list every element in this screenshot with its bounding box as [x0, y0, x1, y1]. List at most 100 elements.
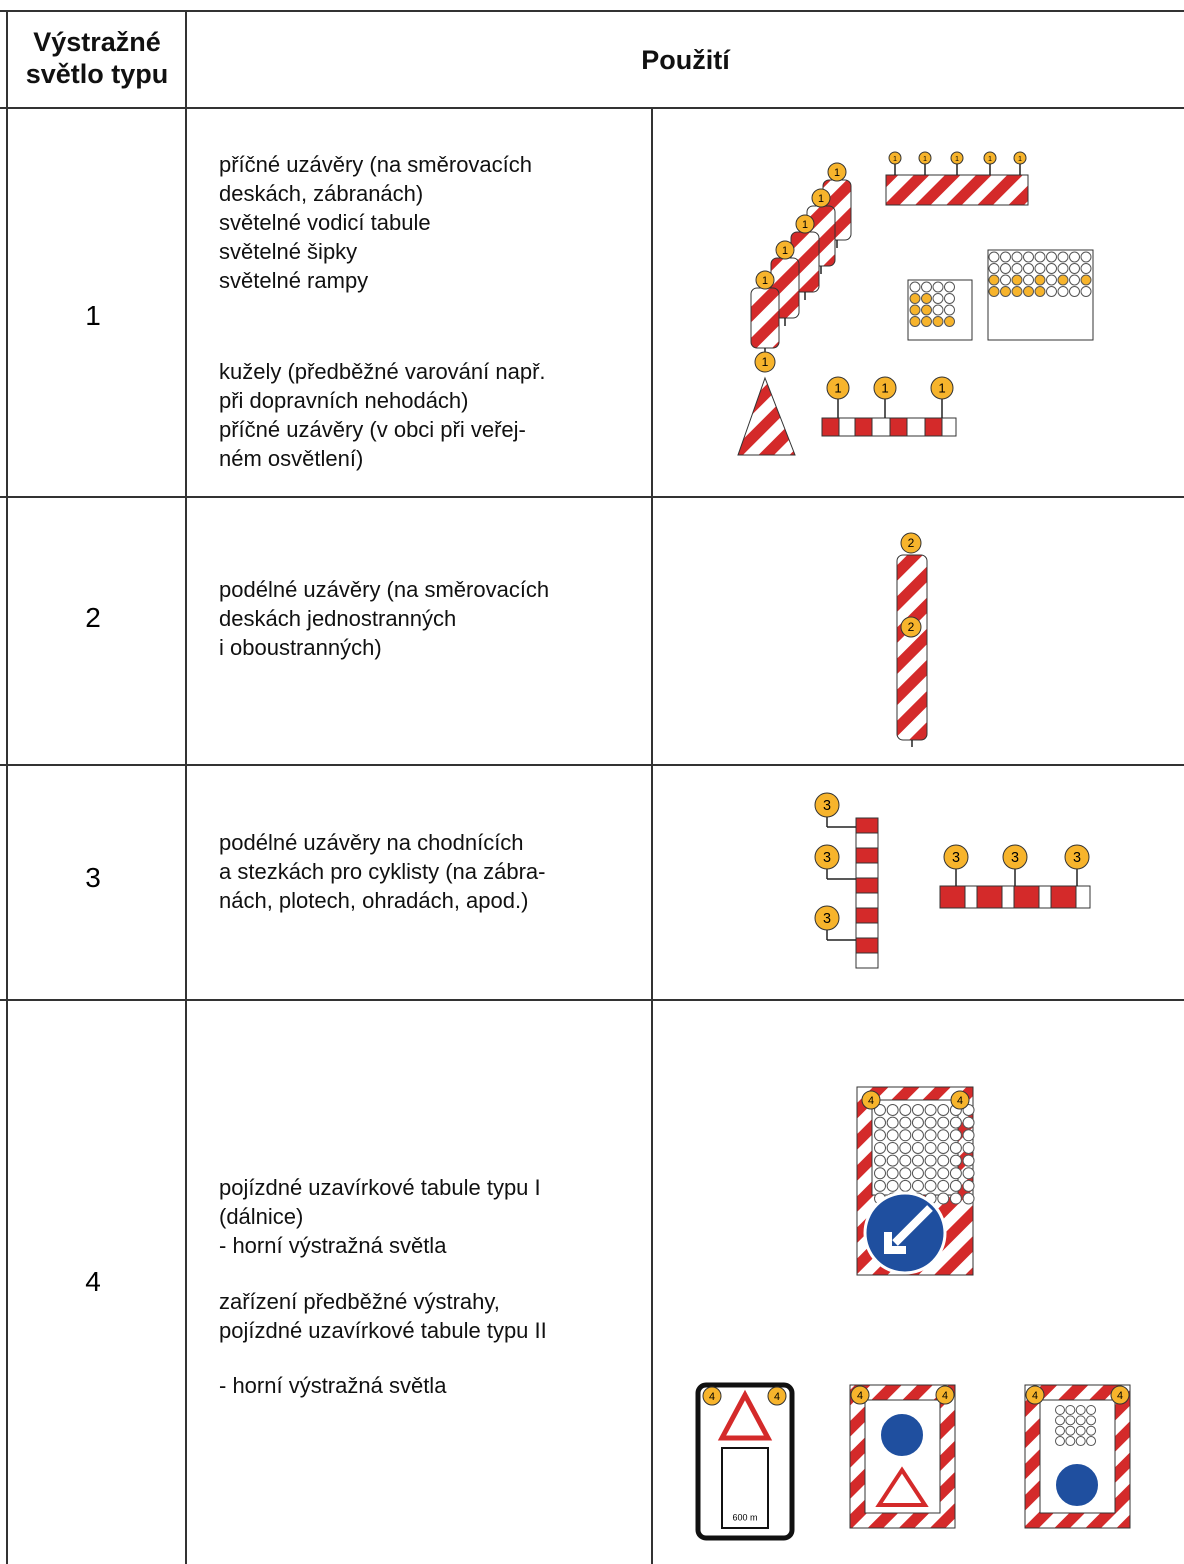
border: [185, 10, 187, 1564]
arrow-sign: [1054, 1462, 1100, 1508]
lamp: [937, 1104, 950, 1116]
border: [0, 496, 1184, 498]
barrier-segment: [939, 885, 966, 909]
lamp: [1086, 1415, 1097, 1426]
lamp: [988, 263, 1000, 274]
chevron-board: [885, 174, 1029, 206]
lamp: [1069, 286, 1080, 297]
lamp: [924, 1104, 937, 1116]
lamp: [949, 1129, 962, 1142]
lamp: [886, 1129, 899, 1142]
lamp: [1057, 286, 1069, 297]
lamp: [949, 1154, 962, 1167]
lamp: [1055, 1415, 1065, 1426]
border: [0, 999, 1184, 1001]
lamp: [921, 316, 932, 327]
lamp: [911, 1167, 924, 1180]
badge: [861, 1090, 881, 1110]
usage-line: a stezkách pro cyklisty (na zábra-: [219, 859, 546, 884]
lamp: [899, 1129, 912, 1142]
lamp: [962, 1167, 975, 1180]
badge-label: 1: [782, 245, 788, 257]
border: [0, 107, 1184, 109]
badge-label: 4: [1117, 1390, 1123, 1402]
lamp: [962, 1141, 975, 1154]
badge: [900, 532, 922, 554]
lamp: [949, 1167, 962, 1180]
lamp: [886, 1167, 899, 1180]
lamp: [924, 1179, 937, 1192]
type-number: 2: [85, 602, 101, 633]
usage-line: nách, plotech, ohradách, apod.): [219, 888, 529, 913]
badge-label: 4: [1032, 1390, 1038, 1402]
usage-line: příčné uzávěry (na směrovacích: [219, 152, 533, 177]
badge: [755, 270, 775, 290]
badge: [930, 376, 954, 400]
lamp: [921, 293, 932, 304]
badge: [811, 188, 831, 208]
lamp: [1011, 286, 1023, 297]
lamp: [899, 1154, 912, 1167]
badge: [1110, 1385, 1130, 1405]
lamp: [932, 281, 944, 293]
usage-line: i oboustranných): [219, 635, 382, 660]
lamp: [1034, 286, 1046, 297]
lamp: [1046, 263, 1057, 274]
lamp: [1069, 274, 1080, 286]
lamp: [1034, 263, 1046, 274]
lamp: [874, 1167, 886, 1180]
lamp: [874, 1116, 886, 1129]
badge-label: 3: [1011, 850, 1019, 866]
barrier-segment: [889, 417, 908, 437]
badge: [850, 1385, 870, 1405]
post-segment: [855, 907, 879, 924]
badge: [900, 616, 922, 638]
usage-line: - horní výstražná světla: [219, 1373, 447, 1398]
badge: [775, 240, 795, 260]
lamp: [886, 1104, 899, 1116]
lamp: [1011, 274, 1023, 286]
type-number: 3: [85, 862, 101, 893]
lamp: [886, 1179, 899, 1192]
lamp: [909, 281, 921, 293]
badge: [827, 162, 847, 182]
badge-label: 1: [834, 380, 841, 395]
arrow: [884, 1205, 933, 1254]
lamp: [937, 1154, 950, 1167]
lamp: [899, 1104, 912, 1116]
cone: [737, 376, 796, 456]
lamp: [988, 274, 1000, 286]
usage-line: deskách, zábranách): [219, 181, 424, 206]
arrow-sign: [879, 1412, 925, 1458]
lane-sign: [721, 1447, 769, 1529]
lamp: [1057, 251, 1069, 263]
lamp: [1000, 263, 1011, 274]
usage-line: - horní výstražná světla: [219, 1233, 447, 1258]
sign-caption: 600 m: [732, 1512, 757, 1522]
lamp: [1065, 1425, 1076, 1436]
badge-label: 4: [942, 1390, 948, 1402]
lamp: [874, 1154, 886, 1167]
lamp: [962, 1179, 975, 1192]
usage-line: pojízdné uzavírkové tabule typu II: [219, 1318, 547, 1343]
badge: [935, 1385, 955, 1405]
warning-sign: [875, 1466, 929, 1507]
lamp: [886, 1116, 899, 1129]
badge-label: 2: [908, 536, 915, 550]
lamp: [1086, 1436, 1097, 1447]
lamp: [932, 304, 944, 316]
lamp: [1046, 274, 1057, 286]
badge-label: 1: [955, 154, 959, 163]
badge-label: 1: [881, 380, 888, 395]
lamp: [1080, 263, 1092, 274]
lamp: [886, 1154, 899, 1167]
usage-line: zařízení předběžné výstrahy,: [219, 1289, 500, 1314]
lamp: [1080, 251, 1092, 263]
usage-line: ném osvětlení): [219, 446, 364, 471]
board: [750, 287, 780, 349]
lamp: [1080, 274, 1092, 286]
lamp: [911, 1104, 924, 1116]
usage-line: světelné rampy: [219, 268, 369, 293]
badge: [888, 151, 902, 165]
lamp: [899, 1116, 912, 1129]
